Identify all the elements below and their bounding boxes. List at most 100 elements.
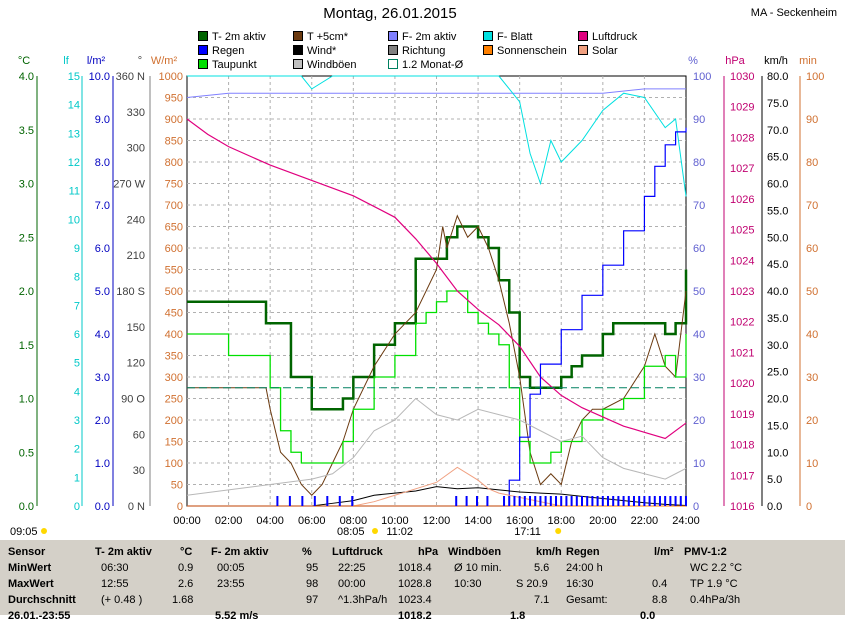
lf-axis-tick: 6 bbox=[74, 329, 80, 341]
x-tick-label: 02:00 bbox=[215, 515, 243, 527]
hpa-axis-tick: 1028 bbox=[730, 132, 754, 144]
table-value: 0.9 bbox=[178, 562, 194, 574]
lf-axis-tick: 8 bbox=[74, 272, 80, 284]
solar-axis-tick: 1000 bbox=[159, 71, 183, 83]
kmh-axis-tick: 5.0 bbox=[767, 474, 782, 486]
rain-tick bbox=[518, 496, 521, 506]
legend-swatch bbox=[198, 31, 208, 41]
hpa-axis-tick: 1019 bbox=[730, 409, 754, 421]
min-axis-tick: 80 bbox=[806, 157, 818, 169]
celsius-axis-tick: 1.0 bbox=[19, 394, 34, 406]
legend-swatch bbox=[388, 45, 398, 55]
rain-axis-tick: 8.0 bbox=[95, 157, 110, 169]
table-cell: 10:30 bbox=[454, 578, 482, 590]
rain-tick bbox=[539, 496, 542, 506]
percent-axis-tick: 20 bbox=[693, 415, 705, 427]
row-label: Durchschnitt bbox=[8, 594, 76, 606]
rain-axis-tick: 2.0 bbox=[95, 415, 110, 427]
hpa-axis-tick: 1023 bbox=[730, 286, 754, 298]
table-cell: 24:00 h bbox=[566, 562, 603, 574]
legend-label: Sonnenschein bbox=[497, 45, 567, 57]
rain-axis-tick: 6.0 bbox=[95, 243, 110, 255]
table-value: 1023.4 bbox=[398, 594, 432, 606]
percent-axis-tick: 30 bbox=[693, 372, 705, 384]
rain-axis-tick: 1.0 bbox=[95, 458, 110, 470]
solar-axis-tick: 250 bbox=[165, 394, 183, 406]
x-tick-label: 14:00 bbox=[464, 515, 492, 527]
kmh-axis-tick: 55.0 bbox=[767, 205, 788, 217]
percent-axis-tick: 90 bbox=[693, 114, 705, 126]
series-line bbox=[187, 127, 687, 507]
rain-tick bbox=[455, 496, 458, 506]
table-cell: ^1.3hPa/h bbox=[338, 594, 388, 606]
direction-axis-tick: 210 bbox=[127, 250, 145, 262]
min-axis-tick: 60 bbox=[806, 243, 818, 255]
rain-tick bbox=[596, 496, 599, 506]
solar-axis-tick: 700 bbox=[165, 200, 183, 212]
legend-item: Regen bbox=[198, 45, 244, 58]
legend-label: Regen bbox=[212, 45, 245, 57]
legend-swatch bbox=[293, 31, 303, 41]
x-tick-label: 24:00 bbox=[672, 515, 700, 527]
rain-tick bbox=[638, 496, 641, 506]
legend-swatch bbox=[578, 45, 588, 55]
direction-axis-tick: 150 bbox=[127, 322, 145, 334]
row-label: MinWert bbox=[8, 562, 52, 574]
hpa-axis-tick: 1022 bbox=[730, 317, 754, 329]
x-tick-label: 06:00 bbox=[298, 515, 326, 527]
legend-item: F- Blatt bbox=[483, 31, 532, 44]
solar-axis-tick: 50 bbox=[171, 480, 183, 492]
percent-axis-tick: 40 bbox=[693, 329, 705, 341]
solar-axis-tick: 300 bbox=[165, 372, 183, 384]
celsius-axis-tick: 3.5 bbox=[19, 125, 34, 137]
legend-swatch bbox=[293, 59, 303, 69]
lf-axis-tick: 13 bbox=[68, 128, 80, 140]
solar-axis-tick: 950 bbox=[165, 93, 183, 105]
direction-axis-tick: 120 bbox=[127, 358, 145, 370]
rain-tick bbox=[591, 496, 594, 506]
column-header: F- 2m aktiv bbox=[211, 546, 269, 558]
partial-row-cell: 26.01.-23:55 bbox=[8, 610, 71, 622]
legend-swatch bbox=[578, 31, 588, 41]
hpa-axis-tick: 1016 bbox=[730, 501, 754, 513]
sun-icon bbox=[41, 528, 47, 534]
percent-axis-tick: 100 bbox=[693, 71, 711, 83]
rain-tick bbox=[643, 496, 646, 506]
legend-item: F- 2m aktiv bbox=[388, 31, 456, 44]
hpa-axis-tick: 1027 bbox=[730, 163, 754, 175]
hpa-axis-tick: 1029 bbox=[730, 102, 754, 114]
percent-axis-tick: 80 bbox=[693, 157, 705, 169]
sun-rise-label: 08:05 bbox=[337, 526, 365, 538]
table-value: 2.6 bbox=[178, 578, 194, 590]
percent-axis-tick: 50 bbox=[693, 286, 705, 298]
rain-tick bbox=[301, 496, 304, 506]
rain-tick bbox=[313, 496, 316, 506]
lf-axis-tick: 3 bbox=[74, 415, 80, 427]
rain-axis-tick: 4.0 bbox=[95, 329, 110, 341]
direction-axis-tick: 360 N bbox=[116, 71, 145, 83]
rain-tick bbox=[622, 496, 625, 506]
direction-axis-unit: ° bbox=[138, 55, 142, 67]
sun-noon-label: 11:02 bbox=[386, 526, 413, 538]
min-axis-tick: 0 bbox=[806, 501, 812, 513]
lf-axis-tick: 9 bbox=[74, 243, 80, 255]
table-cell: 12:55 bbox=[101, 578, 129, 590]
min-axis-unit: min bbox=[799, 55, 817, 67]
rain-axis-tick: 10.0 bbox=[89, 71, 110, 83]
solar-axis-tick: 800 bbox=[165, 157, 183, 169]
series-line bbox=[186, 397, 687, 496]
kmh-axis-unit: km/h bbox=[764, 55, 788, 67]
table-value: 7.1 bbox=[534, 594, 550, 606]
rain-axis-tick: 7.0 bbox=[95, 200, 110, 212]
legend-item: Luftdruck bbox=[578, 31, 637, 44]
table-cell: WC 2.2 °C bbox=[690, 562, 743, 574]
celsius-axis-tick: 0.5 bbox=[19, 447, 34, 459]
rain-tick bbox=[606, 496, 609, 506]
kmh-axis-tick: 20.0 bbox=[767, 394, 788, 406]
legend-item: T +5cm* bbox=[293, 31, 348, 44]
table-cell: Gesamt: bbox=[566, 594, 608, 606]
celsius-axis-tick: 2.0 bbox=[19, 286, 34, 298]
rain-tick bbox=[581, 496, 584, 506]
direction-axis-tick: 0 N bbox=[128, 501, 145, 513]
legend-label: T- 2m aktiv bbox=[212, 31, 266, 43]
